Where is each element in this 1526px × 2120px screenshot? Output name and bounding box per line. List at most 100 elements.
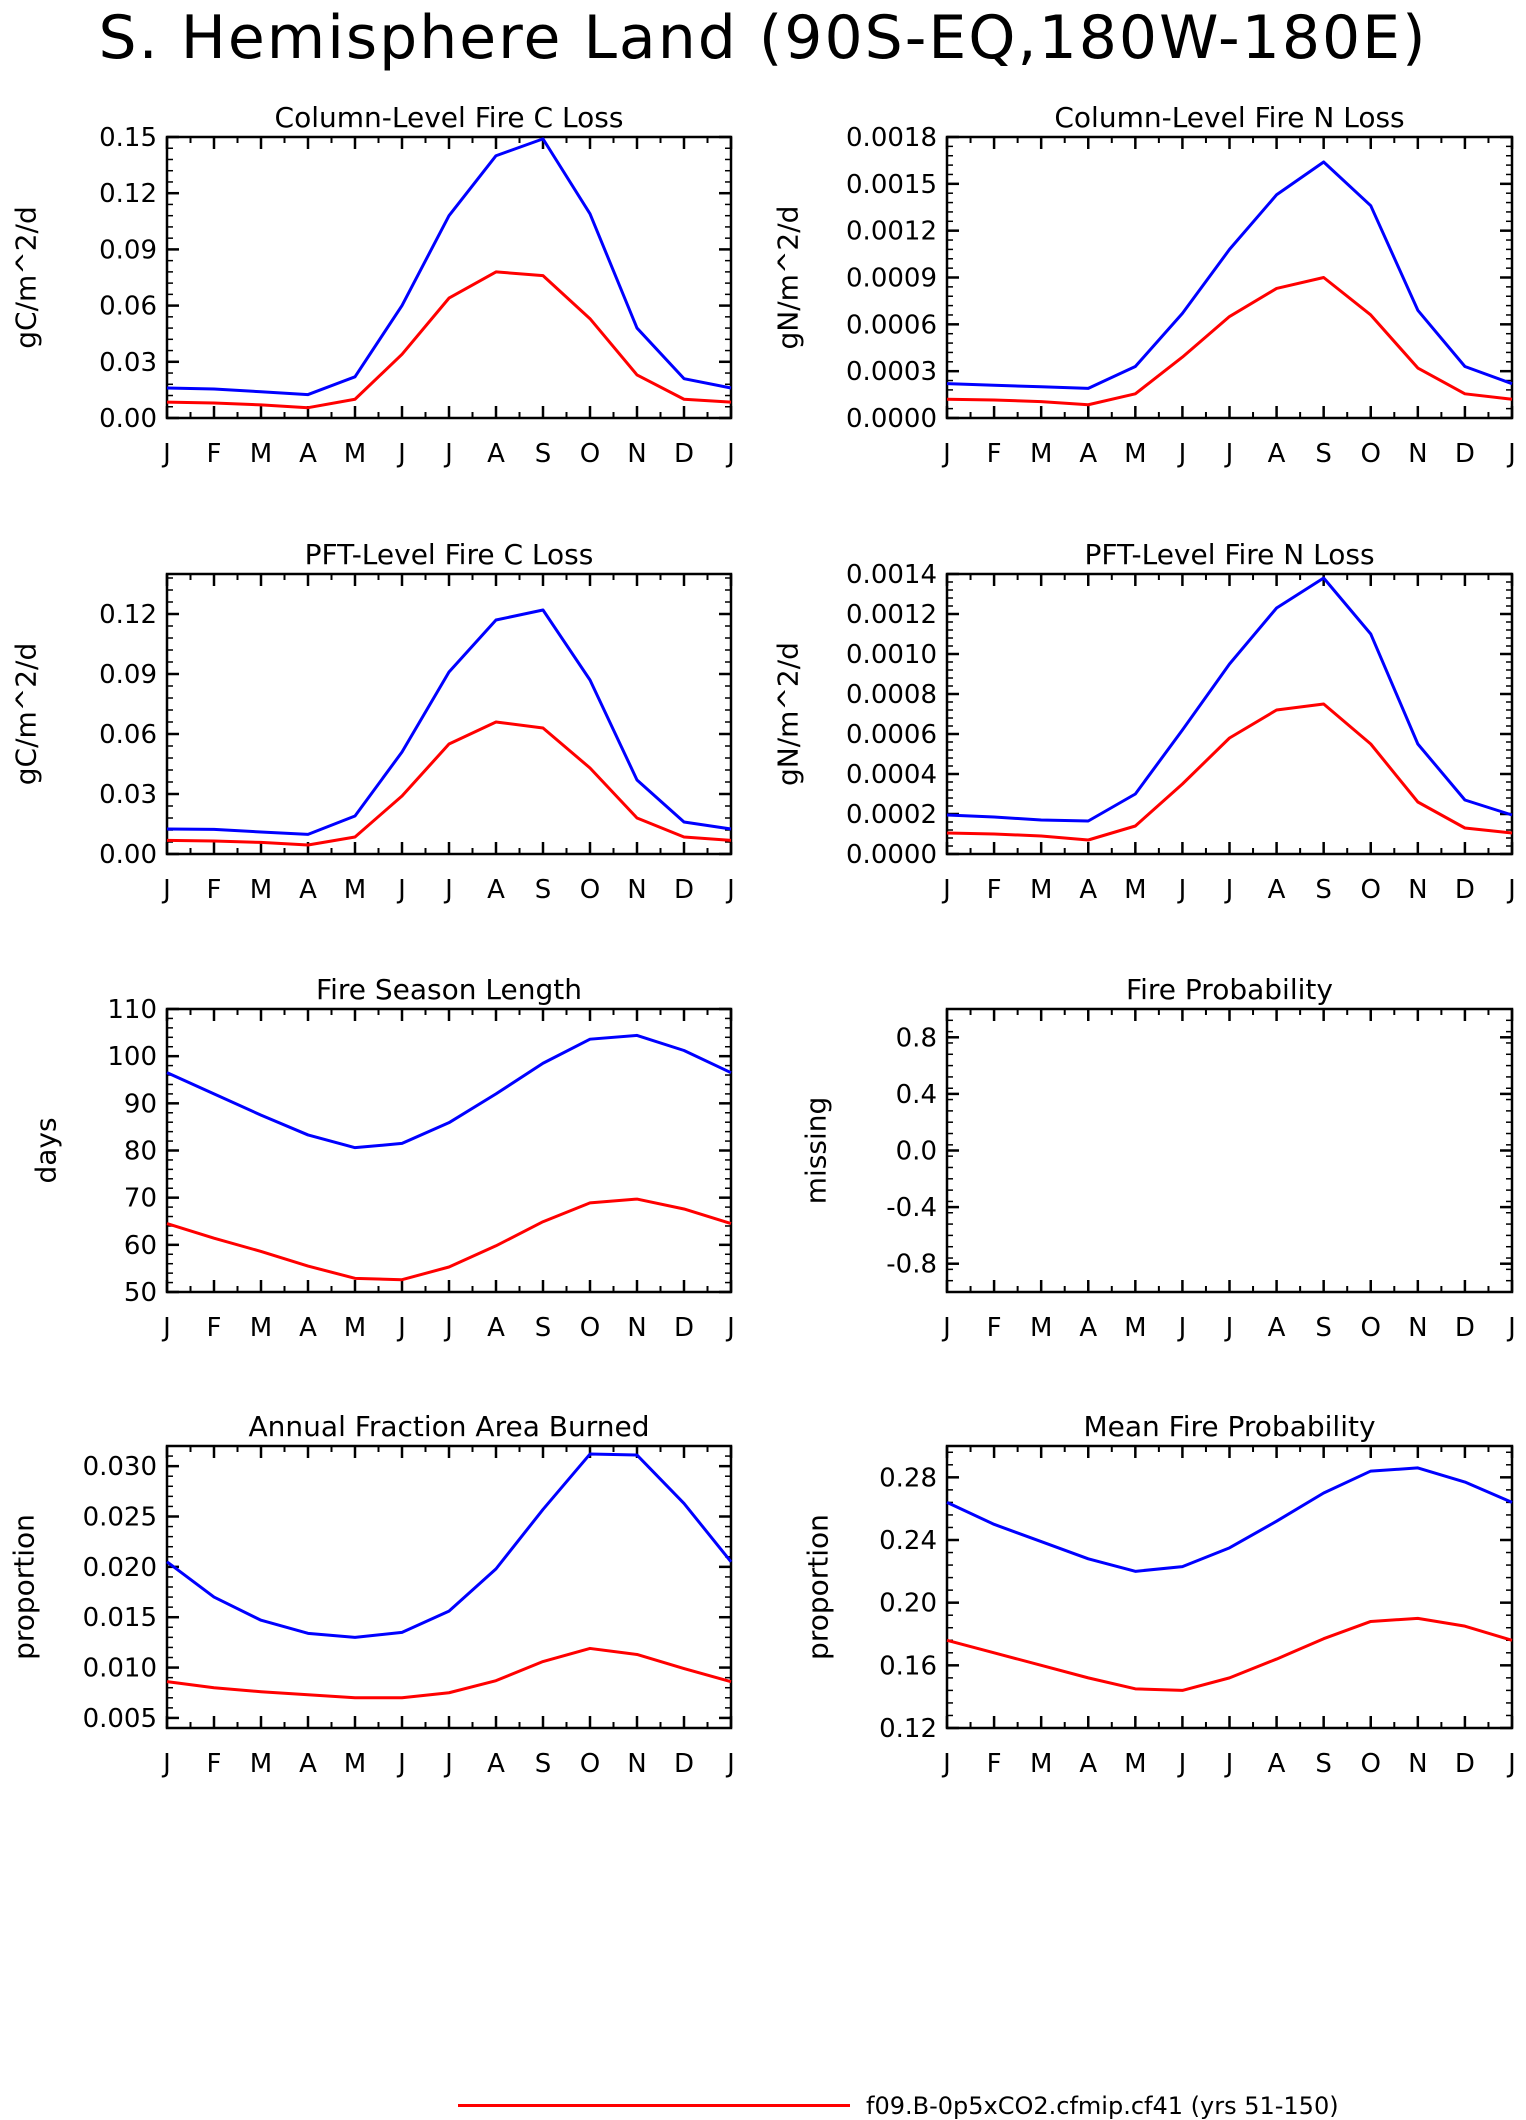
y-tick-label: 60: [124, 1231, 157, 1261]
x-tick-label: J: [396, 875, 406, 905]
y-tick-label: 0.06: [99, 720, 157, 750]
x-tick-label: F: [207, 875, 222, 905]
y-tick-label: 0.0014: [846, 560, 937, 590]
x-tick-label: O: [1361, 439, 1381, 469]
y-axis-label: gC/m^2/d: [10, 643, 43, 786]
x-tick-label: M: [250, 1749, 272, 1779]
y-tick-label: -0.8: [886, 1250, 937, 1280]
series-line: [166, 1197, 732, 1282]
chart-title: PFT-Level Fire N Loss: [1084, 538, 1374, 571]
series-line: [946, 276, 1513, 407]
y-axis-label: missing: [800, 1097, 833, 1205]
x-tick-label: M: [250, 875, 272, 905]
y-tick-label: 0.8: [896, 1023, 937, 1053]
x-tick-label: M: [1124, 439, 1146, 469]
x-tick-label: J: [725, 1313, 735, 1343]
chart-title: Column-Level Fire N Loss: [1054, 101, 1404, 134]
x-tick-label: N: [627, 1749, 646, 1779]
plot-frame: [165, 1444, 733, 1730]
y-tick-label: 0.0010: [846, 640, 937, 670]
x-tick-label: J: [1224, 1313, 1234, 1343]
x-tick-label: J: [1224, 439, 1234, 469]
x-tick-label: J: [941, 1313, 951, 1343]
x-tick-label: N: [1408, 1749, 1427, 1779]
x-tick-label: M: [250, 1313, 272, 1343]
x-tick-label: J: [396, 1313, 406, 1343]
y-tick-label: 0.16: [879, 1651, 937, 1681]
chart-title: Fire Probability: [1126, 973, 1333, 1006]
x-tick-label: A: [1079, 875, 1097, 905]
y-tick-label: 0.0004: [846, 760, 937, 790]
x-tick-label: S: [535, 875, 552, 905]
x-tick-label: F: [207, 439, 222, 469]
x-tick-label: O: [580, 1749, 600, 1779]
x-tick-label: S: [1315, 1749, 1332, 1779]
x-tick-label: N: [1408, 1313, 1427, 1343]
x-tick-label: O: [580, 1313, 600, 1343]
x-tick-label: N: [1408, 439, 1427, 469]
series-line: [946, 1616, 1513, 1692]
x-tick-label: O: [1361, 875, 1381, 905]
x-tick-label: J: [443, 439, 453, 469]
y-tick-label: 0.00: [99, 840, 157, 870]
series-line: [166, 1452, 733, 1639]
y-tick-label: 0.03: [99, 780, 157, 810]
y-tick-label: 0.020: [83, 1553, 157, 1583]
x-tick-label: J: [941, 1749, 951, 1779]
x-tick-label: S: [1315, 1313, 1332, 1343]
y-tick-label: 0.005: [83, 1704, 157, 1734]
x-tick-label: S: [535, 1749, 552, 1779]
series-line: [166, 1646, 732, 1700]
y-tick-label: 50: [124, 1278, 157, 1308]
y-tick-label: 0.00: [99, 404, 157, 434]
x-tick-label: A: [1268, 875, 1286, 905]
chart-panel: J F M A M J J A S O N D J0.00000.00030.00060.00090.0…: [772, 101, 1516, 469]
x-tick-label: A: [487, 875, 505, 905]
x-tick-label: D: [674, 439, 694, 469]
x-tick-label: J: [396, 1749, 406, 1779]
y-tick-label: 80: [124, 1137, 157, 1167]
series-line: [946, 702, 1513, 842]
x-tick-label: D: [1455, 875, 1475, 905]
x-tick-label: A: [1079, 1749, 1097, 1779]
x-tick-label: J: [941, 439, 951, 469]
y-tick-label: 0.0006: [846, 720, 937, 750]
y-tick-label: 0.09: [99, 235, 157, 265]
y-axis-label: days: [30, 1117, 63, 1183]
x-tick-label: J: [443, 875, 453, 905]
y-tick-label: 0.0015: [846, 170, 937, 200]
x-tick-label: J: [1177, 1313, 1187, 1343]
y-tick-label: 0.015: [83, 1603, 157, 1633]
chart-title: Fire Season Length: [316, 973, 582, 1006]
x-tick-label: J: [161, 1313, 171, 1343]
y-axis-label: gN/m^2/d: [772, 206, 805, 350]
y-tick-label: 0.06: [99, 292, 157, 322]
x-tick-label: N: [1408, 875, 1427, 905]
x-tick-label: A: [299, 1749, 317, 1779]
x-tick-label: N: [627, 875, 646, 905]
series-line: [166, 720, 732, 847]
x-tick-label: A: [1268, 1749, 1286, 1779]
y-tick-label: 0.15: [99, 123, 157, 153]
y-tick-label: 90: [124, 1089, 157, 1119]
x-tick-label: M: [344, 1313, 366, 1343]
y-axis-label: proportion: [802, 1514, 835, 1660]
x-tick-label: D: [674, 875, 694, 905]
plot-frame: [945, 572, 1514, 856]
x-tick-label: N: [627, 1313, 646, 1343]
x-tick-label: J: [1177, 875, 1187, 905]
y-tick-label: 0.0012: [846, 217, 937, 247]
y-tick-label: 0.0008: [846, 680, 937, 710]
x-tick-label: A: [299, 1313, 317, 1343]
x-tick-label: D: [1455, 439, 1475, 469]
y-tick-label: 0.12: [99, 179, 157, 209]
x-tick-label: A: [1268, 439, 1286, 469]
x-tick-label: J: [725, 875, 735, 905]
x-tick-label: M: [344, 439, 366, 469]
x-tick-label: A: [487, 439, 505, 469]
chart-title: Mean Fire Probability: [1083, 1410, 1375, 1443]
x-tick-label: N: [627, 439, 646, 469]
x-tick-label: J: [1506, 875, 1516, 905]
